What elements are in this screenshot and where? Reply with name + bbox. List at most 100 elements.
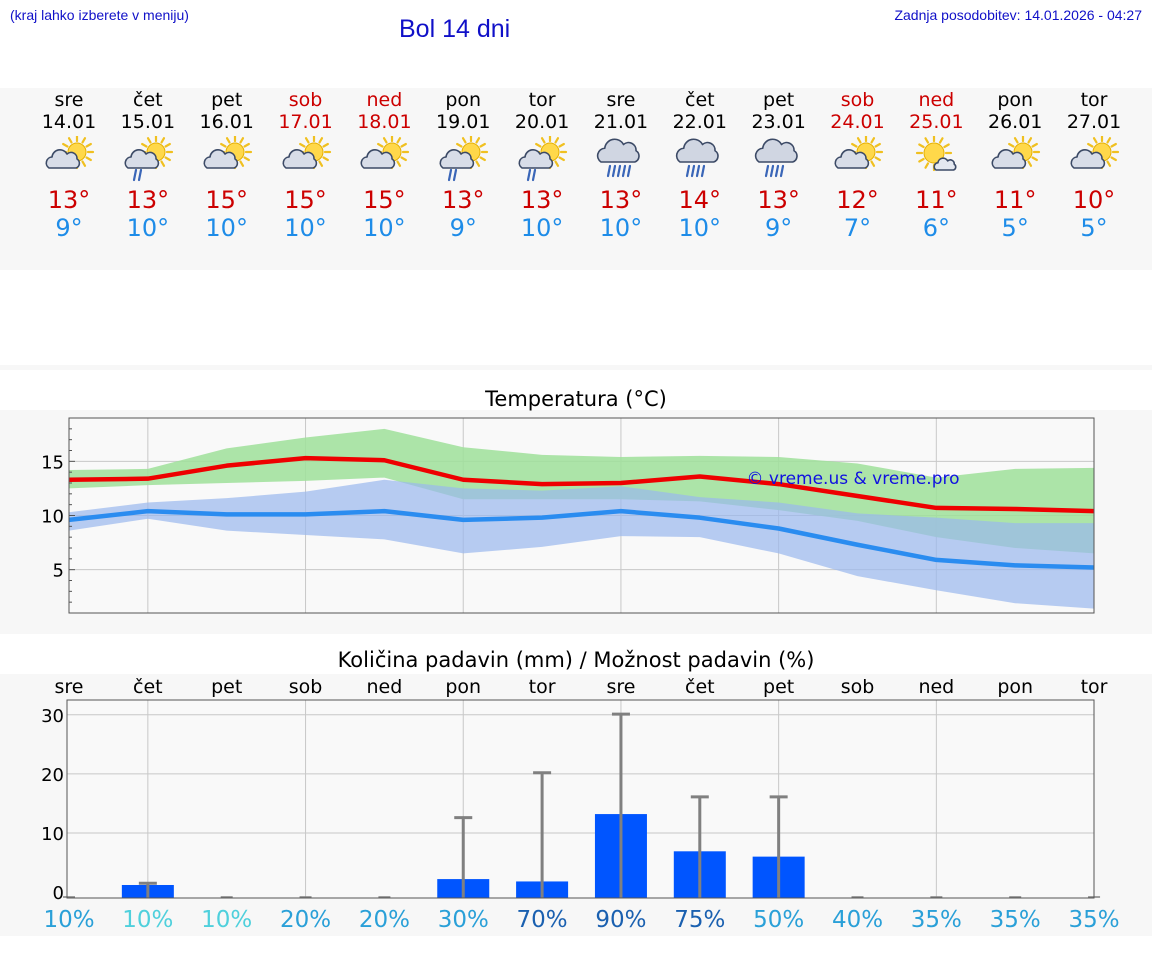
day-date: 27.01 (1066, 111, 1122, 133)
watermark: © vreme.us & vreme.pro (746, 469, 959, 489)
y-tick-label: 10 (41, 824, 64, 845)
max-temperature: 13° (126, 186, 170, 214)
day-date: 16.01 (199, 111, 254, 133)
day-column: pet 16.01 15° 10° (187, 88, 267, 242)
day-name: sob (840, 89, 875, 111)
x-category-label: sre (55, 676, 84, 698)
partly-cloudy-sun-icon (45, 136, 95, 170)
x-category-label: ned (918, 676, 954, 698)
precip-chance-label: 35% (990, 907, 1041, 933)
y-tick-label: 15 (41, 452, 64, 473)
max-temperature: 11° (915, 186, 958, 214)
y-tick-label: 30 (41, 706, 64, 727)
precip-chance-label: 70% (517, 907, 568, 933)
forecast-band (0, 88, 1152, 270)
day-name: pon (445, 89, 482, 111)
day-date: 20.01 (514, 111, 570, 133)
min-temperature: 5° (1080, 214, 1108, 242)
precip-chance-label: 10% (43, 907, 94, 933)
separator-band (0, 365, 1152, 370)
precip-chance-label: 90% (595, 907, 646, 933)
max-temperature: 15° (363, 186, 406, 214)
cloud-rain-icon (754, 138, 798, 178)
max-temperature: 13° (520, 186, 564, 214)
min-temperature: 10° (126, 214, 170, 242)
day-name: tor (1080, 89, 1108, 111)
temperature-chart: 5 10 15 © vreme.us & vreme.pro (41, 417, 1095, 614)
location-hint: (kraj lahko izberete v meniju) (10, 7, 189, 23)
partly-cloudy-sun-icon (834, 136, 883, 170)
max-temperature: 13° (441, 186, 485, 214)
day-date: 23.01 (751, 111, 806, 133)
precip-range-whisker (454, 816, 473, 898)
day-column: pon 19.01 13° 9° (423, 88, 503, 242)
x-category-label: ned (367, 676, 403, 698)
max-temperature: 13° (47, 186, 91, 214)
max-temperature: 13° (599, 186, 643, 214)
day-date: 26.01 (987, 111, 1043, 133)
precip-chance-label: 35% (1068, 907, 1119, 933)
precip-chance-label: 20% (280, 907, 331, 933)
precip-range-whisker (769, 795, 788, 898)
partly-cloudy-sun-icon (991, 136, 1041, 170)
day-column: sob 17.01 15° 10° (266, 88, 346, 242)
day-name: sob (288, 89, 323, 111)
day-name: čet (133, 89, 163, 111)
page-title: Bol 14 dni (399, 15, 511, 43)
day-column: ned 25.01 11° 6° (896, 88, 976, 242)
cloud-heavy-rain-icon (596, 138, 640, 178)
x-category-label: pon (445, 676, 481, 698)
precip-chance-label: 10% (201, 907, 252, 933)
min-temperature: 9° (449, 214, 477, 242)
min-temperature: 7° (843, 214, 872, 242)
y-tick-label: 10 (41, 507, 64, 528)
precip-chance-label: 30% (438, 907, 489, 933)
min-temperature: 10° (678, 214, 722, 242)
partly-cloudy-sun-icon (203, 136, 252, 170)
day-name: čet (685, 89, 715, 111)
min-temperature: 6° (922, 214, 950, 242)
precip-range-whisker (690, 795, 709, 898)
precip-chart-title: Količina padavin (mm) / Možnost padavin … (337, 648, 815, 672)
min-temperature: 5° (1001, 214, 1029, 242)
day-date: 14.01 (41, 111, 97, 133)
day-column: ned 18.01 15° 10° (344, 88, 424, 242)
precip-range-whisker (138, 881, 157, 898)
day-date: 25.01 (909, 111, 964, 133)
day-column: pet 23.01 13° 9° (739, 88, 819, 242)
precip-range-whisker (533, 771, 552, 898)
day-date: 21.01 (593, 111, 649, 133)
day-name: tor (528, 89, 556, 111)
partly-cloudy-sun-rain-icon (439, 136, 489, 182)
x-category-label: čet (133, 676, 163, 698)
y-tick-label: 20 (41, 765, 64, 786)
x-category-label: pon (997, 676, 1033, 698)
day-column: tor 27.01 10° 5° (1054, 88, 1134, 242)
day-name: pet (763, 89, 795, 111)
min-temperature: 10° (284, 214, 327, 242)
day-column: tor 20.01 13° 10° (502, 88, 582, 242)
day-name: ned (366, 89, 403, 111)
precip-range-whisker (611, 712, 630, 898)
plot-area (67, 700, 1094, 898)
temperature-chart-title: Temperatura (°C) (485, 387, 667, 411)
day-name: pon (997, 89, 1034, 111)
min-temperature-line (68, 508, 1095, 570)
min-temperature: 10° (363, 214, 406, 242)
x-category-label: pet (211, 676, 242, 698)
partly-cloudy-sun-icon (360, 136, 410, 170)
day-date: 19.01 (436, 111, 491, 133)
max-temperature: 13° (757, 186, 800, 214)
min-temperature: 10° (599, 214, 643, 242)
max-temperature: 15° (205, 186, 248, 214)
y-tick-label: 5 (53, 561, 64, 582)
x-category-label: tor (1081, 676, 1108, 698)
partly-cloudy-sun-icon (1070, 136, 1120, 170)
precip-chance-label: 20% (359, 907, 410, 933)
max-temperature-line (68, 455, 1095, 514)
precipitation-chart: sre čet pet sob ned pon tor sre čet pet sob ned pon t… (41, 676, 1120, 933)
precip-chance-label: 35% (911, 907, 962, 933)
cloud-rain-icon (675, 138, 719, 178)
day-name: ned (918, 89, 955, 111)
x-category-label: sre (606, 676, 635, 698)
